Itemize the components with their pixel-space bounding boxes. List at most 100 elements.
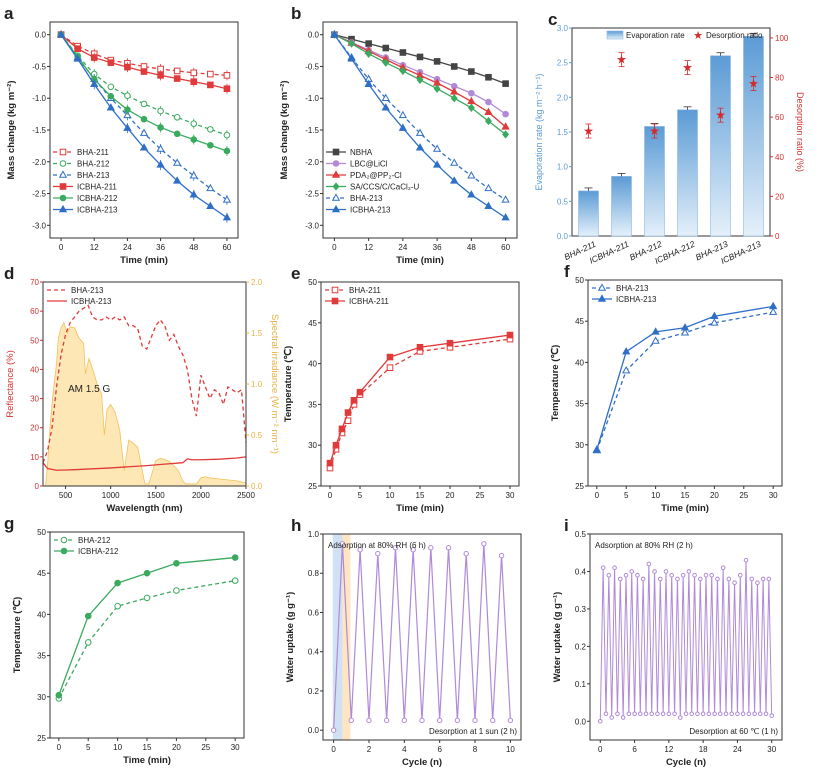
data-point bbox=[663, 569, 669, 574]
y2-tick-label: 80 bbox=[775, 74, 784, 83]
data-point bbox=[697, 576, 703, 582]
panel-label: c bbox=[548, 10, 557, 29]
x-tick-label: 30 bbox=[506, 491, 515, 500]
x-tick-label: 25 bbox=[739, 491, 748, 500]
x-tick-label: 12 bbox=[664, 745, 673, 754]
data-point bbox=[615, 711, 620, 717]
data-point bbox=[450, 176, 459, 184]
y-tick-label: -3.0 bbox=[305, 221, 319, 230]
data-point bbox=[231, 577, 239, 584]
legend-marker bbox=[332, 148, 340, 156]
data-point bbox=[623, 572, 629, 578]
x-tick-label: 6 bbox=[632, 745, 637, 754]
legend-marker bbox=[58, 170, 68, 178]
y-tick-label: 0.4 bbox=[575, 567, 587, 576]
data-point bbox=[356, 388, 364, 396]
data-point bbox=[398, 110, 408, 119]
data-point bbox=[222, 195, 232, 203]
adsorption-annotation: Adsorption at 80% RH (6 h) bbox=[328, 541, 426, 550]
data-point bbox=[223, 72, 231, 79]
data-point bbox=[592, 445, 601, 453]
y-tick-label: 0.5 bbox=[557, 197, 569, 206]
x-tick-label: 2 bbox=[367, 745, 372, 754]
series-line-water-uptake bbox=[599, 560, 773, 722]
data-point bbox=[501, 195, 510, 203]
data-point bbox=[114, 602, 121, 610]
desorption-annotation: Desorption at 1 sun (2 h) bbox=[429, 727, 517, 736]
legend-label: NBHA bbox=[350, 148, 373, 157]
x-tick-label: 0 bbox=[57, 743, 62, 752]
x-tick-label: 20 bbox=[446, 491, 455, 500]
x-tick-label: 10 bbox=[113, 743, 122, 752]
panel-label: b bbox=[291, 4, 301, 23]
data-point bbox=[484, 183, 493, 192]
data-point bbox=[766, 576, 772, 582]
panel-label: e bbox=[291, 264, 300, 283]
x-tick-label: 20 bbox=[172, 743, 181, 752]
data-point bbox=[124, 106, 131, 113]
star-marker: ★ bbox=[715, 108, 726, 122]
y2-tick-label: 60 bbox=[775, 113, 784, 122]
legend-star: ★ bbox=[693, 30, 703, 42]
data-point bbox=[757, 711, 763, 717]
y-tick-label: 30 bbox=[575, 441, 584, 450]
legend-label: BHA-212 bbox=[78, 536, 111, 545]
y-tick-label: 0.5 bbox=[575, 530, 587, 539]
data-point bbox=[472, 717, 478, 724]
y-tick-label: 0.1 bbox=[575, 680, 587, 689]
bar bbox=[611, 176, 632, 237]
data-point bbox=[643, 711, 649, 717]
data-point bbox=[190, 69, 198, 77]
data-point bbox=[686, 569, 692, 574]
data-point bbox=[484, 201, 493, 209]
panel-label: f bbox=[564, 262, 570, 281]
y-tick-label: 45 bbox=[575, 317, 584, 326]
y2-tick-label: 0.0 bbox=[251, 482, 263, 491]
y-tick-label: 0.8 bbox=[308, 569, 320, 578]
data-point bbox=[680, 572, 686, 578]
data-point bbox=[612, 565, 617, 571]
data-point bbox=[651, 336, 660, 344]
legend-label: Evaporation rate bbox=[626, 31, 685, 40]
y-tick-label: 40 bbox=[308, 360, 317, 369]
x-tick-label: 4 bbox=[402, 745, 407, 754]
panel-f: 0 5 10 15 20 25 30 25 30 35 40 45 50 Time (min) Temper… bbox=[550, 262, 783, 514]
y-tick-label: 10 bbox=[30, 453, 39, 462]
x-tick-label: 500 bbox=[59, 491, 73, 500]
panel-label: g bbox=[4, 514, 14, 533]
legend-marker bbox=[59, 194, 67, 202]
y-axis-label: Mass change (kg m⁻²) bbox=[6, 81, 17, 180]
data-point bbox=[392, 545, 399, 551]
x-tick-label: 0 bbox=[595, 491, 600, 500]
y-axis-label: Mass change (kg m⁻²) bbox=[279, 81, 290, 180]
data-point bbox=[502, 80, 509, 87]
data-point bbox=[655, 711, 660, 717]
legend-label: BHA-213 bbox=[616, 284, 649, 293]
data-point bbox=[139, 128, 149, 136]
data-point bbox=[620, 715, 626, 720]
y-tick-label: 30 bbox=[30, 395, 39, 404]
x-tick-label: 5 bbox=[86, 743, 91, 752]
y-axis-label: Water uptake (g g⁻¹) bbox=[552, 592, 563, 683]
x-tick-label: 1500 bbox=[147, 491, 165, 500]
plot-frame bbox=[322, 533, 522, 741]
data-point bbox=[416, 75, 424, 84]
x-tick-label: 18 bbox=[699, 745, 708, 754]
data-point bbox=[348, 717, 354, 724]
x-tick-label: 48 bbox=[189, 243, 198, 252]
y-axis-label: Reflectance (%) bbox=[5, 350, 16, 418]
data-point bbox=[692, 572, 697, 578]
x-tick-label: 10 bbox=[651, 491, 660, 500]
data-point bbox=[720, 565, 726, 571]
y-tick-label: 50 bbox=[575, 276, 584, 285]
data-point bbox=[723, 711, 729, 717]
legend-label: ICBHA-213 bbox=[77, 206, 118, 215]
data-point bbox=[382, 44, 390, 52]
y-tick-label: 1.0 bbox=[557, 163, 569, 172]
bar bbox=[644, 126, 665, 237]
panel-a: 0 12 24 36 48 60 0.0 -0.5 -1.0 -1.5 -2.0 -2.5 -3.0 Ti… bbox=[4, 4, 239, 266]
data-point bbox=[715, 576, 720, 582]
plot-frame bbox=[49, 531, 245, 739]
bar bbox=[710, 55, 731, 237]
data-point bbox=[326, 459, 334, 467]
